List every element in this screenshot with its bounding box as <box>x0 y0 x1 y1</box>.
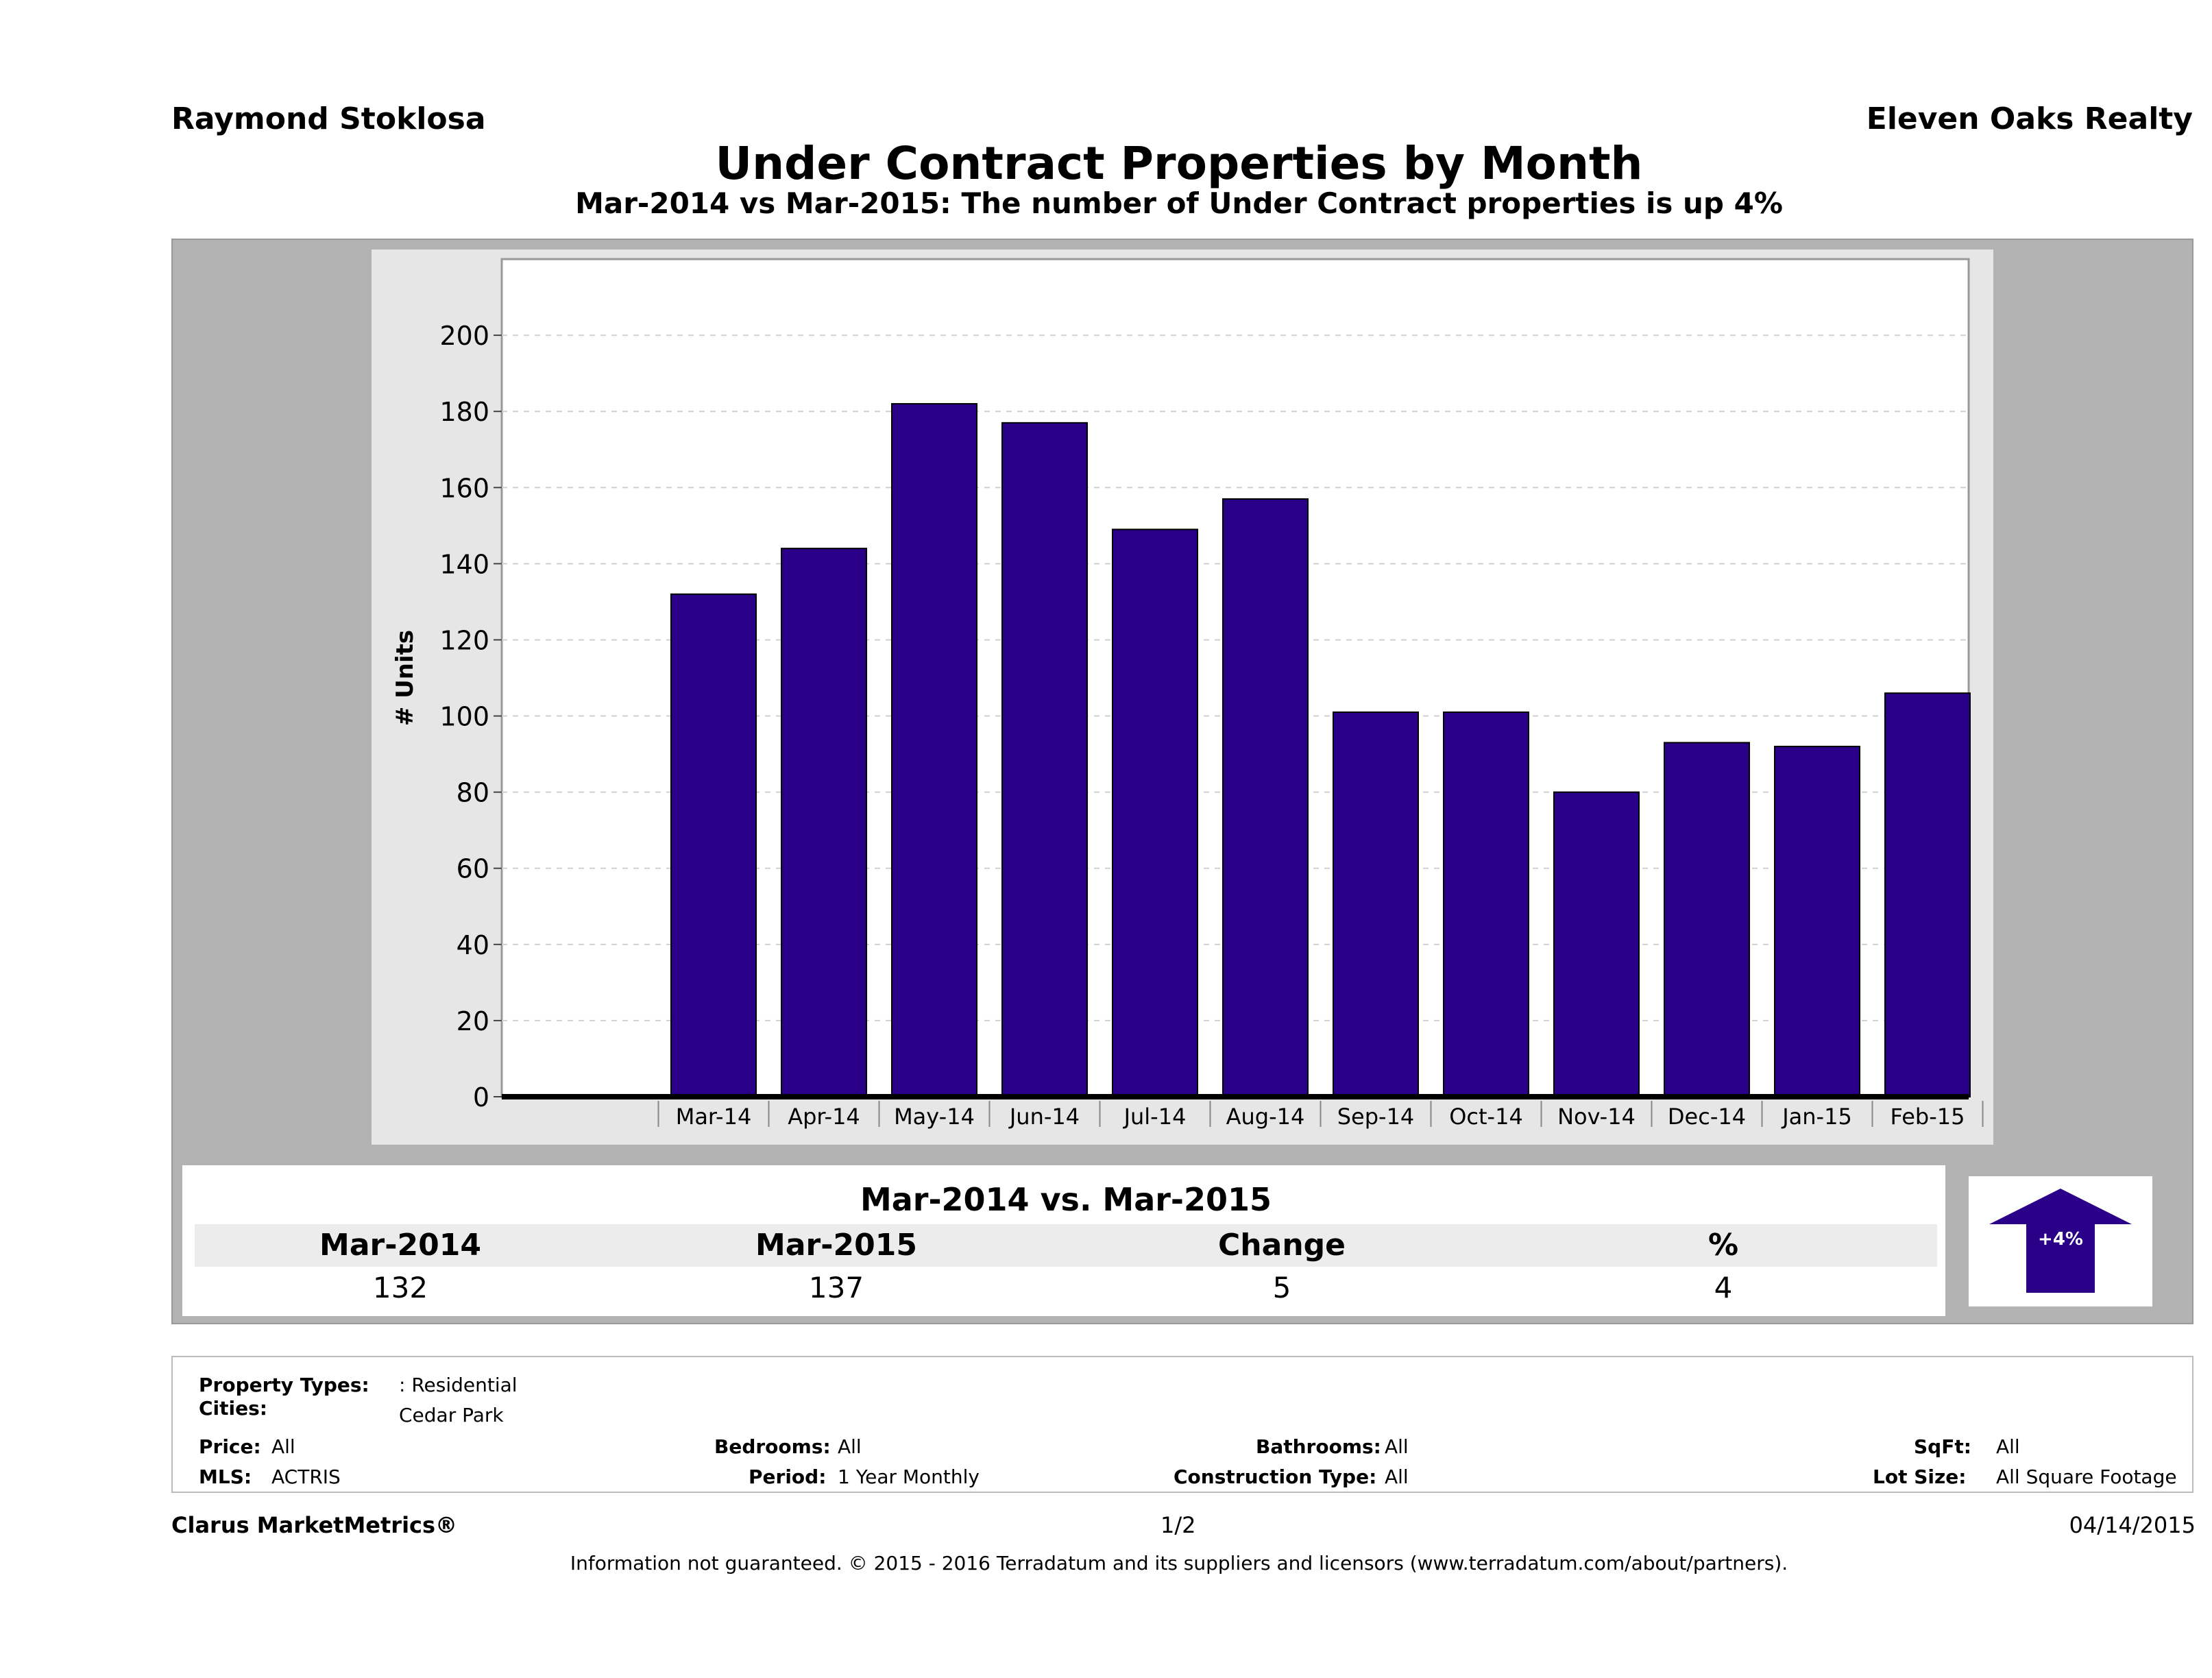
price-value: All <box>271 1435 295 1458</box>
period-label: Period: <box>749 1466 827 1488</box>
x-tick-label: Apr-14 <box>788 1104 860 1130</box>
footer-brand: Clarus MarketMetrics® <box>171 1512 458 1538</box>
y-tick-label: 80 <box>457 778 489 808</box>
report-date: 04/14/2015 <box>2069 1512 2196 1538</box>
bathrooms-label: Bathrooms: <box>1256 1435 1381 1458</box>
x-tick-label: Mar-14 <box>676 1104 752 1130</box>
x-tick-label: Dec-14 <box>1668 1104 1746 1130</box>
summary-value-mar-2015: 137 <box>808 1271 864 1304</box>
y-tick-label: 100 <box>439 702 489 732</box>
y-tick-label: 180 <box>439 397 489 427</box>
bar <box>1112 528 1198 1097</box>
page-number: 1/2 <box>1160 1512 1196 1538</box>
change-arrow-box: +4% <box>1969 1176 2152 1306</box>
x-tick-label: Oct-14 <box>1449 1104 1523 1130</box>
construction-type-value: All <box>1385 1466 1409 1488</box>
x-tick-label: May-14 <box>894 1104 975 1130</box>
report-subtitle: Mar-2014 vs Mar-2015: The number of Unde… <box>575 186 1783 220</box>
x-tick-label: Jul-14 <box>1123 1104 1187 1130</box>
report-title: Under Contract Properties by Month <box>715 137 1643 190</box>
x-tick-label: Nov-14 <box>1557 1104 1636 1130</box>
summary-header-mar-2015: Mar-2015 <box>755 1228 917 1263</box>
y-tick-label: 0 <box>473 1082 489 1112</box>
property-types-label: Property Types: <box>199 1374 369 1396</box>
bar <box>891 403 977 1097</box>
bar <box>1884 692 1971 1097</box>
summary-header-percent: % <box>1707 1228 1739 1263</box>
y-tick-label: 40 <box>457 930 489 960</box>
agent-name: Raymond Stoklosa <box>171 101 486 136</box>
summary-header-change: Change <box>1218 1228 1346 1263</box>
price-label: Price: <box>199 1435 261 1458</box>
mls-label: MLS: <box>199 1466 252 1488</box>
sqft-label: SqFt: <box>1914 1435 1971 1458</box>
up-arrow-icon: +4% <box>1989 1189 2132 1293</box>
x-tick-label: Feb-15 <box>1891 1104 1965 1130</box>
x-tick-label: Jan-15 <box>1781 1104 1852 1130</box>
x-tick-label: Aug-14 <box>1226 1104 1305 1130</box>
y-tick-label: 200 <box>439 321 489 351</box>
bar <box>670 593 757 1097</box>
y-axis-label: # Units <box>391 630 419 726</box>
chart-panel: 0 20 40 60 80 100 120 140 160 180 200 # Units Mar-14… <box>372 250 1993 1145</box>
bar <box>1774 745 1860 1097</box>
bar <box>1664 742 1750 1097</box>
y-tick-label: 20 <box>457 1006 489 1036</box>
x-tick-label: Jun-14 <box>1008 1104 1080 1130</box>
bar <box>1553 791 1640 1097</box>
period-value: 1 Year Monthly <box>838 1466 980 1488</box>
property-types-value: : Residential <box>399 1374 518 1396</box>
lot-size-value: All Square Footage <box>1996 1466 2177 1488</box>
summary-value-row: 132 137 5 4 <box>195 1268 1937 1308</box>
y-tick-label: 60 <box>457 854 489 884</box>
up-arrow-shape <box>1989 1189 2132 1293</box>
cities-label: Cities: <box>199 1397 267 1420</box>
filter-info-box: Property Types: : Residential Cities: Ce… <box>171 1356 2193 1493</box>
y-tick-label: 160 <box>439 473 489 503</box>
summary-value-percent: 4 <box>1714 1271 1733 1304</box>
summary-header-mar-2014: Mar-2014 <box>319 1228 481 1263</box>
bedrooms-value: All <box>838 1435 862 1458</box>
disclaimer: Information not guaranteed. © 2015 - 201… <box>570 1552 1788 1574</box>
cities-value: Cedar Park <box>399 1404 504 1426</box>
y-tick-label: 120 <box>439 625 489 655</box>
bar-chart: 0 20 40 60 80 100 120 140 160 180 200 # Units Mar-14… <box>391 258 1984 1130</box>
bar <box>781 548 867 1097</box>
bar <box>1443 711 1529 1097</box>
arrow-label: +4% <box>2038 1229 2083 1250</box>
construction-type-label: Construction Type: <box>1174 1466 1377 1488</box>
sqft-value: All <box>1996 1435 2020 1458</box>
bar <box>1333 711 1419 1097</box>
summary-value-change: 5 <box>1272 1271 1291 1304</box>
summary-value-mar-2014: 132 <box>372 1271 428 1304</box>
x-tick-label: Sep-14 <box>1337 1104 1415 1130</box>
bar <box>1222 498 1309 1098</box>
y-tick-label: 140 <box>439 549 489 579</box>
bathrooms-value: All <box>1385 1435 1409 1458</box>
summary-title: Mar-2014 vs. Mar-2015 <box>195 1176 1937 1223</box>
bar <box>1001 422 1088 1097</box>
lot-size-label: Lot Size: <box>1873 1466 1967 1488</box>
mls-value: ACTRIS <box>271 1466 341 1488</box>
company-name: Eleven Oaks Realty <box>1866 101 2193 136</box>
summary-header-row: Mar-2014 Mar-2015 Change % <box>195 1224 1937 1267</box>
bedrooms-label: Bedrooms: <box>714 1435 831 1458</box>
